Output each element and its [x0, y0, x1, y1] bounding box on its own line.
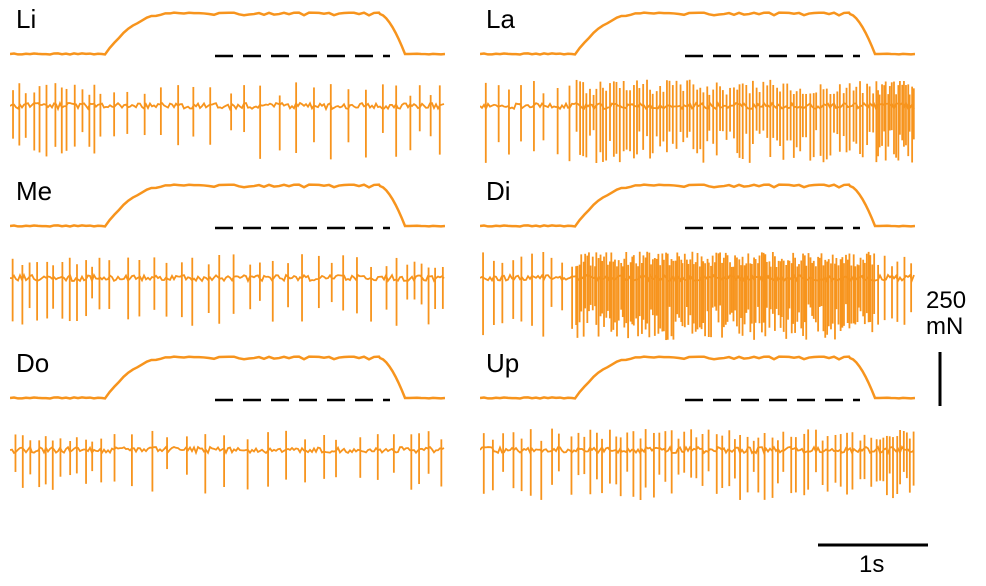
figure-root: Li La Me Di Do Up 250 mN [0, 0, 986, 586]
scalebar-horizontal: 1s [818, 540, 938, 586]
panel-svg [480, 6, 915, 174]
panel-svg [480, 178, 915, 346]
scalebar-vertical: 250 mN [930, 302, 986, 416]
panel-label-di: Di [486, 176, 511, 207]
spike-trace [10, 254, 444, 326]
panel-la: La [480, 6, 915, 174]
force-trace [480, 185, 915, 227]
panel-label-la: La [486, 4, 515, 35]
spike-trace [480, 429, 914, 500]
panel-svg [10, 178, 445, 346]
force-trace [480, 357, 915, 399]
scalebar-horizontal-label: 1s [859, 552, 884, 578]
force-trace [10, 357, 445, 399]
spike-trace [480, 80, 914, 163]
spike-trace [10, 431, 444, 494]
spike-trace [480, 252, 914, 340]
force-trace [10, 13, 445, 55]
panel-label-do: Do [16, 348, 49, 379]
force-trace [480, 13, 915, 55]
panel-me: Me [10, 178, 445, 346]
force-trace [10, 185, 445, 227]
panel-svg [480, 350, 915, 518]
panel-li: Li [10, 6, 445, 174]
spike-trace [10, 82, 444, 159]
scalebar-vertical-line [930, 302, 950, 416]
panel-label-li: Li [16, 4, 36, 35]
panel-svg [10, 6, 445, 174]
panel-do: Do [10, 350, 445, 518]
panel-svg [10, 350, 445, 518]
panel-up: Up [480, 350, 915, 518]
panel-label-me: Me [16, 176, 52, 207]
panel-label-up: Up [486, 348, 519, 379]
panel-di: Di [480, 178, 915, 346]
scalebar-horizontal-line [818, 540, 938, 550]
